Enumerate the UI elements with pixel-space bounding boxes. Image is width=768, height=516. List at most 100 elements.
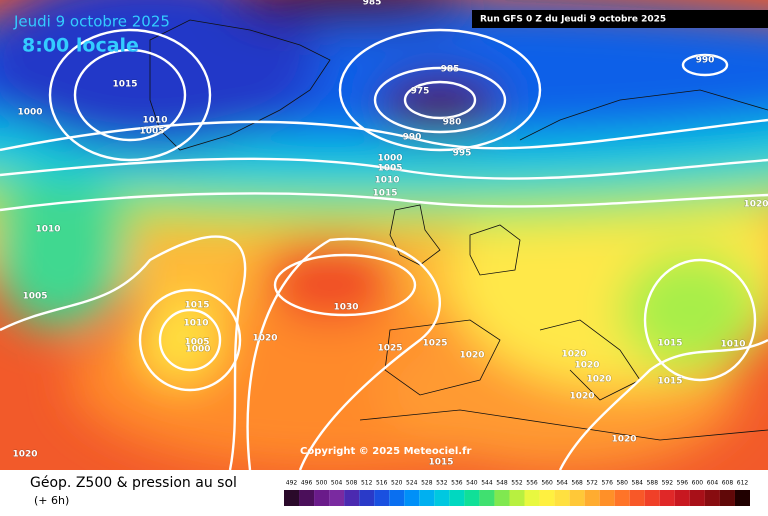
legend-swatch [689, 490, 705, 506]
isobar-label: 1000 [185, 345, 210, 355]
footer-step: (+ 6h) [34, 494, 69, 507]
legend-label: 556 [526, 480, 538, 487]
isobar-label: 1020 [743, 200, 768, 210]
isobar-label: 1015 [428, 458, 453, 468]
isobar-label: 1015 [184, 301, 209, 311]
legend-label: 520 [391, 480, 403, 487]
legend-label: 528 [421, 480, 433, 487]
legend-swatch [704, 490, 720, 506]
legend-label: 580 [616, 480, 628, 487]
legend-label: 584 [632, 480, 644, 487]
isobar-label: 1010 [374, 176, 399, 186]
isobar-label: 1005 [22, 292, 47, 302]
legend-label: 600 [692, 480, 704, 487]
isobar-label: 975 [411, 87, 430, 97]
legend-swatch [644, 490, 660, 506]
isobar-label: 985 [363, 0, 382, 8]
legend-swatch [359, 490, 375, 506]
legend-swatch [449, 490, 465, 506]
isobar-label: 1005 [184, 338, 209, 348]
run: Run GFS 0 Z du Jeudi 9 octobre 2025 [480, 15, 666, 25]
isobar-label: 1020 [574, 361, 599, 371]
legend-label: 496 [301, 480, 313, 487]
legend-label: 532 [436, 480, 448, 487]
isobar-label: 1000 [17, 108, 42, 118]
isobar-label: 1005 [139, 127, 164, 137]
legend-label: 552 [511, 480, 523, 487]
legend: 492 496 500 504 508 512 516 520 524 528 532 536 540 5… [284, 480, 750, 506]
legend-swatch [479, 490, 495, 506]
legend-swatch [554, 490, 570, 506]
legend-swatch [674, 490, 690, 506]
isobar-label: 990 [696, 56, 715, 66]
legend-label: 592 [662, 480, 674, 487]
legend-swatch [629, 490, 645, 506]
legend-label: 544 [481, 480, 493, 487]
legend-label: 588 [647, 480, 659, 487]
legend-label: 500 [316, 480, 328, 487]
legend-label: 512 [361, 480, 373, 487]
isobar-label: 1020 [611, 435, 636, 445]
legend-label: 536 [451, 480, 463, 487]
field: 9859859759809909951000100510101015990101… [0, 0, 768, 470]
isobar-label: 1000 [377, 154, 402, 164]
legend-swatch [509, 490, 525, 506]
isobars [0, 28, 768, 470]
isobar-label: 1010 [142, 116, 167, 126]
legend-swatch [329, 490, 345, 506]
legend-label: 612 [737, 480, 749, 487]
legend-swatch [464, 490, 480, 506]
legend-swatch [284, 490, 300, 506]
legend-label: 540 [466, 480, 478, 487]
isobar-label: 1020 [252, 334, 277, 344]
legend-label: 608 [722, 480, 734, 487]
legend-label: 560 [541, 480, 553, 487]
isobar-label: 1020 [459, 351, 484, 361]
coastlines [149, 19, 768, 441]
legend-label: 576 [601, 480, 613, 487]
legend-swatch [734, 490, 750, 506]
legend-swatch [569, 490, 585, 506]
footer-title: Géop. Z500 & pression au sol [30, 475, 237, 491]
legend-swatch [524, 490, 540, 506]
isobar-label: 1020 [561, 350, 586, 360]
isobar-label: 1030 [333, 303, 358, 313]
legend-label: 492 [286, 480, 298, 487]
legend-swatch [659, 490, 675, 506]
isobar-label: 995 [453, 149, 472, 159]
run-box [472, 10, 768, 28]
legend-label: 564 [556, 480, 568, 487]
time: 8:00 locale [22, 35, 139, 57]
isobar-label: 980 [443, 118, 462, 128]
date: Jeudi 9 octobre 2025 [13, 13, 170, 31]
legend-swatch [719, 490, 735, 506]
legend-label: 572 [586, 480, 598, 487]
isobar-label: 1025 [422, 339, 447, 349]
legend-swatch [374, 490, 390, 506]
isobar-label: 1015 [112, 80, 137, 90]
legend-swatch [404, 490, 420, 506]
isobar-label: 1010 [35, 225, 60, 235]
isobar-label: 1005 [377, 164, 402, 174]
legend-label: 568 [571, 480, 583, 487]
isobar-label: 1015 [372, 189, 397, 199]
isobar-label: 1010 [720, 340, 745, 350]
legend-swatch [539, 490, 555, 506]
isobar-label: 1020 [586, 375, 611, 385]
legend-label: 516 [376, 480, 388, 487]
isobar-label: 1025 [377, 344, 402, 354]
legend-swatch [389, 490, 405, 506]
legend-label: 604 [707, 480, 719, 487]
isobar-labels: 9859859759809909951000100510101015990101… [12, 0, 768, 468]
legend-swatch [314, 490, 330, 506]
legend-swatch [299, 490, 315, 506]
legend-swatch [494, 490, 510, 506]
isobar-label: 1020 [569, 392, 594, 402]
isobar-label: 1015 [657, 339, 682, 349]
legend-label: 504 [331, 480, 343, 487]
isobar-label: 985 [441, 65, 460, 75]
copyright: Copyright © 2025 Meteociel.fr [300, 446, 471, 457]
isobar-label: 1010 [183, 319, 208, 329]
legend-label: 508 [346, 480, 358, 487]
